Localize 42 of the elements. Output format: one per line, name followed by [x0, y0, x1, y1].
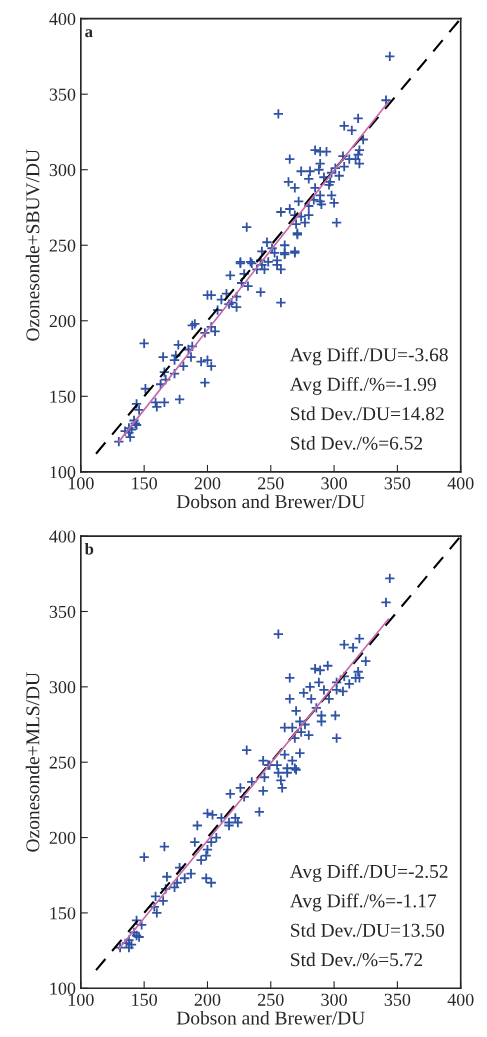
x-tick-label: 200 — [194, 477, 221, 490]
y-tick-label: 350 — [49, 605, 76, 618]
x-tick-label: 350 — [384, 477, 411, 490]
y-tick-label: 200 — [49, 831, 76, 844]
x-tick-label: 200 — [194, 993, 221, 1006]
y-tick-label: 250 — [49, 239, 76, 252]
x-axis-title: Dobson and Brewer/DU — [176, 1010, 365, 1025]
y-tick-label: 150 — [50, 390, 76, 403]
annotation: Avg Diff./%=-1.17 — [289, 893, 437, 912]
annotation: Std Dev./DU=13.50 — [291, 923, 445, 937]
y-axis-title: Ozonesonde+MLS/DU — [25, 672, 40, 852]
x-tick-label: 400 — [447, 477, 474, 490]
x-tick-label: 150 — [132, 477, 158, 490]
x-tick-label: 100 — [68, 993, 94, 1006]
x-tick-label: 300 — [321, 477, 347, 490]
x-tick-label: 100 — [68, 477, 94, 490]
annotation: Std Dev./DU=14.82 — [291, 406, 444, 421]
y-tick-label: 350 — [49, 88, 76, 101]
annotation: Avg Diff./%=-1.99 — [289, 376, 436, 395]
annotation: Std Dev./%=5.72 — [291, 952, 423, 967]
y-tick-label: 100 — [50, 466, 76, 479]
y-tick-label: 250 — [49, 756, 76, 769]
y-tick-label: 200 — [49, 315, 76, 328]
x-tick-label: 150 — [132, 993, 158, 1006]
annotation: Avg Diff./DU=-2.52 — [289, 864, 448, 883]
y-tick-label: 300 — [49, 163, 76, 177]
annotation: a — [85, 29, 93, 38]
x-axis-title: Dobson and Brewer/DU — [176, 494, 365, 509]
annotation: b — [84, 542, 94, 555]
y-tick-label: 300 — [49, 681, 76, 694]
annotation: Avg Diff./DU=-3.68 — [289, 347, 448, 366]
annotation: Std Dev./%=6.52 — [291, 436, 423, 450]
y-axis-title: Ozonesonde+SBUV/DU — [25, 149, 40, 341]
x-tick-label: 250 — [258, 993, 284, 1006]
x-tick-label: 250 — [258, 477, 284, 490]
x-tick-label: 400 — [447, 993, 474, 1006]
y-tick-label: 150 — [50, 907, 76, 920]
y-tick-label: 400 — [49, 12, 76, 26]
x-tick-label: 300 — [321, 993, 347, 1006]
y-tick-label: 100 — [50, 982, 76, 995]
y-tick-label: 400 — [49, 530, 76, 543]
x-tick-label: 350 — [384, 993, 411, 1006]
